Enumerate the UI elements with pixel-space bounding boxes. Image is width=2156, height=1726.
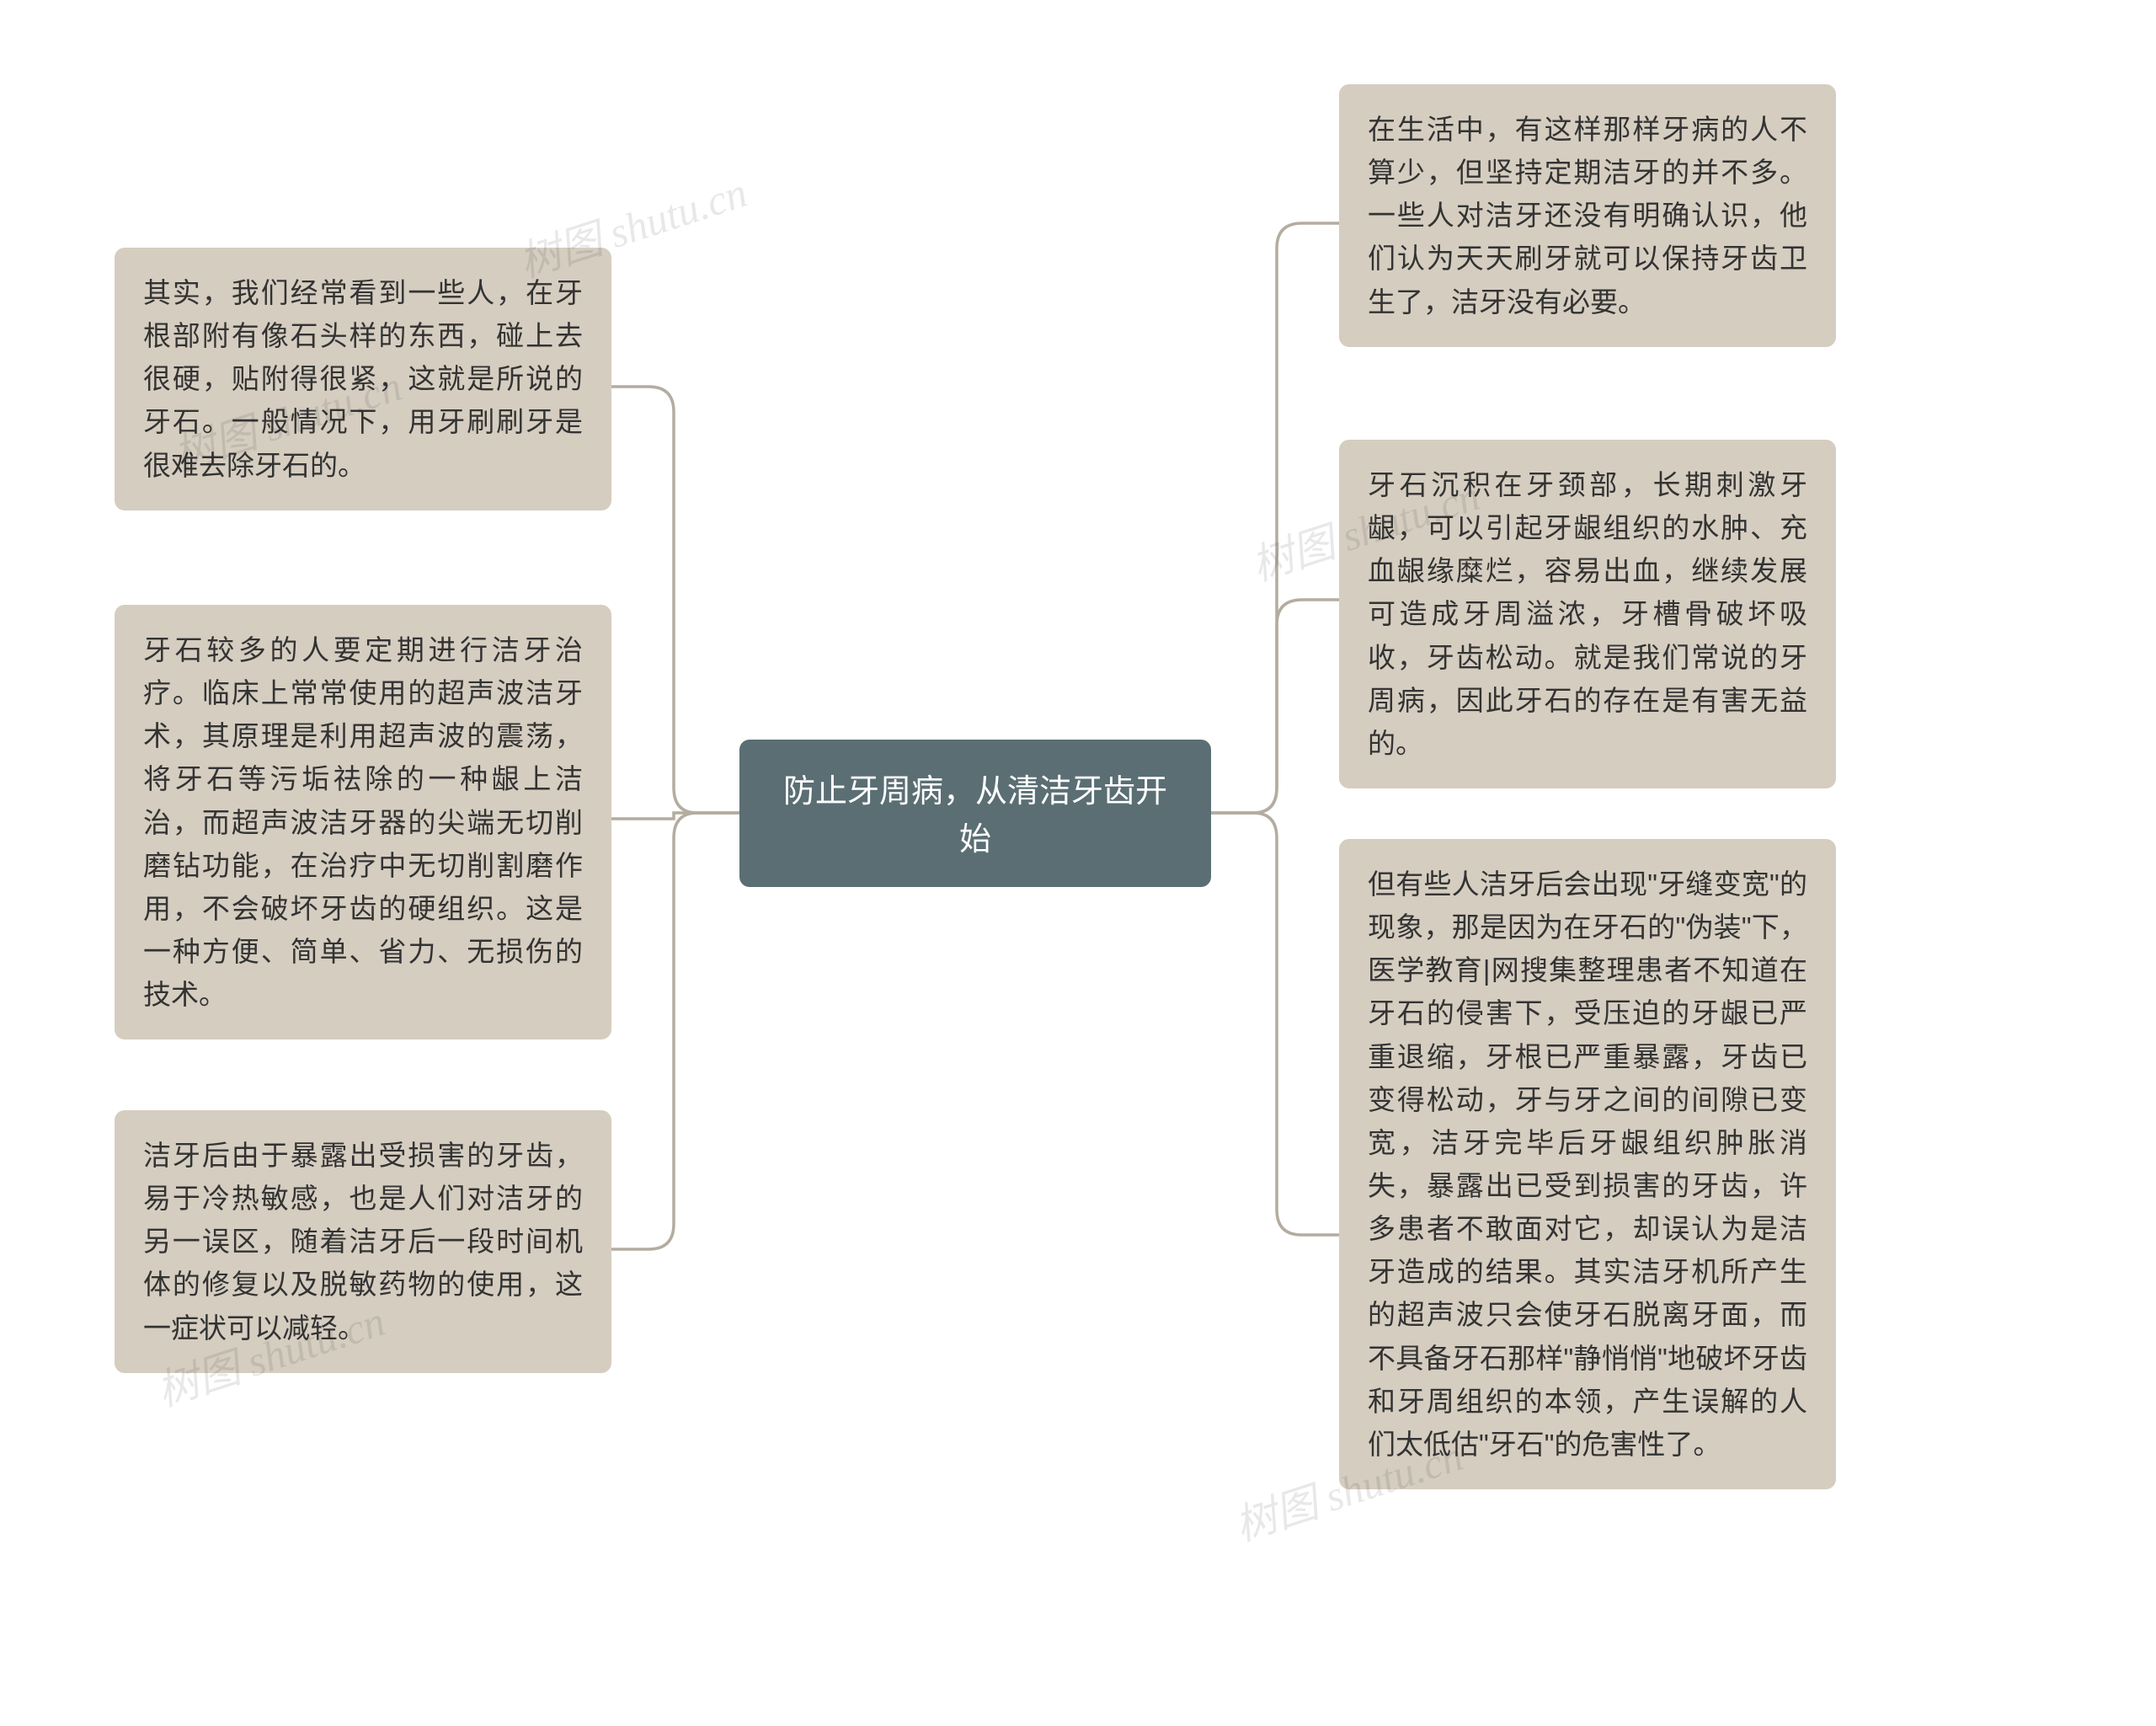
- center-node[interactable]: 防止牙周病，从清洁牙齿开始: [739, 740, 1211, 887]
- left-node-2[interactable]: 牙石较多的人要定期进行洁牙治疗。临床上常常使用的超声波洁牙术，其原理是利用超声波…: [115, 605, 611, 1039]
- connector-left-1: [611, 387, 739, 813]
- connector-right-1: [1211, 223, 1339, 813]
- left-node-1-text: 其实，我们经常看到一些人，在牙根部附有像石头样的东西，碰上去很硬，贴附得很紧，这…: [143, 277, 583, 481]
- left-node-3-text: 洁牙后由于暴露出受损害的牙齿，易于冷热敏感，也是人们对洁牙的另一误区，随着洁牙后…: [143, 1140, 583, 1344]
- connector-left-3: [611, 813, 739, 1249]
- left-node-2-text: 牙石较多的人要定期进行洁牙治疗。临床上常常使用的超声波洁牙术，其原理是利用超声波…: [143, 634, 583, 1010]
- right-node-2[interactable]: 牙石沉积在牙颈部，长期刺激牙龈，可以引起牙龈组织的水肿、充血龈缘糜烂，容易出血，…: [1339, 440, 1836, 788]
- connector-right-2: [1211, 600, 1339, 813]
- right-node-1[interactable]: 在生活中，有这样那样牙病的人不算少，但坚持定期洁牙的并不多。一些人对洁牙还没有明…: [1339, 84, 1836, 347]
- right-node-3-text: 但有些人洁牙后会出现"牙缝变宽"的现象，那是因为在牙石的"伪装"下，医学教育|网…: [1368, 868, 1807, 1460]
- right-node-2-text: 牙石沉积在牙颈部，长期刺激牙龈，可以引起牙龈组织的水肿、充血龈缘糜烂，容易出血，…: [1368, 469, 1807, 759]
- center-node-text: 防止牙周病，从清洁牙齿开始: [783, 774, 1167, 858]
- left-node-1[interactable]: 其实，我们经常看到一些人，在牙根部附有像石头样的东西，碰上去很硬，贴附得很紧，这…: [115, 248, 611, 510]
- right-node-1-text: 在生活中，有这样那样牙病的人不算少，但坚持定期洁牙的并不多。一些人对洁牙还没有明…: [1368, 114, 1807, 318]
- connector-right-3: [1211, 813, 1339, 1235]
- right-node-3[interactable]: 但有些人洁牙后会出现"牙缝变宽"的现象，那是因为在牙石的"伪装"下，医学教育|网…: [1339, 839, 1836, 1489]
- left-node-3[interactable]: 洁牙后由于暴露出受损害的牙齿，易于冷热敏感，也是人们对洁牙的另一误区，随着洁牙后…: [115, 1110, 611, 1373]
